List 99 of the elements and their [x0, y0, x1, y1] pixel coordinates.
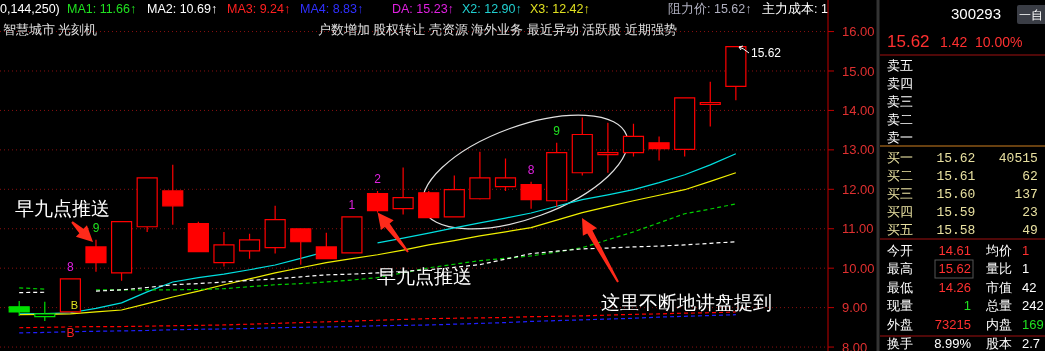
candlestick	[418, 190, 440, 219]
candlestick	[8, 300, 30, 317]
text: 169	[1022, 317, 1044, 332]
text: 现量	[887, 298, 913, 313]
text: 8.99%	[934, 336, 972, 351]
text: 1	[1022, 243, 1030, 258]
text: 买三 15.60 137	[887, 187, 1038, 202]
text: 300293	[951, 5, 1002, 22]
text: 73215	[934, 317, 971, 332]
annotation: X2: 12.90↑	[462, 2, 522, 16]
text: 内盘	[986, 317, 1012, 332]
candlestick	[110, 221, 133, 282]
text: 买一 15.62 40515	[887, 151, 1038, 166]
text: 卖四	[887, 76, 913, 91]
annotation: 这里不断地讲盘提到	[600, 292, 772, 313]
y-tick-label: 12.00	[842, 181, 875, 197]
candlestick	[622, 123, 645, 158]
annotation: 9	[553, 123, 561, 138]
annotation: 1	[348, 197, 356, 212]
text: 14.26	[938, 280, 971, 295]
candlestick	[546, 142, 568, 208]
candlestick	[443, 174, 465, 218]
candlestick	[213, 231, 235, 268]
candlestick	[264, 205, 286, 255]
text: 买四 15.59 23	[887, 205, 1038, 220]
candlestick	[494, 157, 517, 192]
text: 卖五	[887, 58, 913, 73]
annotation: MA4: 8.83↑	[300, 2, 364, 16]
annotation: 早九点推送	[14, 198, 110, 219]
candlestick	[85, 239, 107, 273]
text: 242	[1022, 298, 1044, 313]
candlestick	[187, 221, 209, 253]
candlestick	[674, 97, 696, 158]
y-tick-label: 16.00	[842, 24, 875, 40]
annotation: 早九点推送	[376, 266, 472, 287]
annotation: 户数增加 股权转让 壳资源 海外业务 最近异动 活跃股 近期强势	[318, 23, 677, 37]
text: 1	[963, 298, 971, 313]
y-tick-label: 9.00	[842, 300, 868, 316]
text: 1.42	[940, 34, 968, 50]
text: 买五 15.58 49	[887, 223, 1038, 238]
annotation: 0,144,250)	[0, 2, 60, 16]
candlestick	[59, 278, 81, 313]
text: 10.00%	[975, 34, 1023, 50]
text: 最低	[887, 280, 913, 295]
annotation: X3: 12.42↑	[530, 2, 590, 16]
y-tick-label: 8.00	[842, 339, 868, 351]
text: 15.62	[751, 46, 782, 60]
annotation: 8	[527, 162, 535, 177]
text: 换手	[887, 336, 913, 351]
annotation: MA1: 11.66↑	[67, 2, 137, 16]
text: 卖一	[887, 130, 913, 145]
annotation: 阻力价: 15.62↑	[668, 2, 752, 16]
candlestick	[341, 216, 363, 254]
text: 总量	[985, 298, 1012, 313]
annotation: B	[66, 326, 75, 341]
y-tick-label: 14.00	[842, 102, 875, 118]
candlestick	[136, 177, 158, 233]
text: 1	[1022, 261, 1030, 276]
y-tick-label: 15.00	[842, 63, 875, 79]
text: 最高	[887, 261, 913, 276]
candlestick	[392, 167, 414, 216]
y-tick-label: 13.00	[842, 142, 875, 158]
y-tick-label: 11.00	[842, 221, 874, 237]
y-tick-label: 10.00	[842, 260, 875, 276]
annotation: B	[70, 298, 79, 311]
annotation: 9	[92, 220, 100, 235]
text: 市值	[986, 280, 1012, 295]
text: 今开	[887, 243, 913, 258]
candlestick	[520, 181, 542, 210]
text: 2.7	[1022, 336, 1041, 351]
candlestick	[315, 232, 337, 260]
candlestick	[469, 151, 491, 201]
line-series	[18, 311, 737, 329]
candlestick	[597, 122, 619, 174]
text: 股本	[986, 336, 1012, 351]
text: 量比	[986, 261, 1012, 276]
text: 卖三	[887, 94, 913, 109]
text: 外盘	[887, 317, 913, 332]
annotation: MA3: 9.24↑	[227, 2, 291, 16]
annotation: 8	[67, 259, 75, 274]
candlestick	[162, 164, 184, 226]
candlestick	[34, 301, 56, 322]
text: 卖二	[887, 112, 913, 127]
candlestick	[648, 135, 670, 162]
annotation: 智慧城市 光刻机	[3, 23, 98, 37]
candlestick	[238, 233, 261, 260]
text: 15.62	[887, 32, 930, 51]
text: 14.61	[938, 243, 971, 258]
text: 买二 15.61 62	[887, 169, 1038, 184]
candlestick	[571, 116, 593, 177]
text: 42	[1022, 280, 1037, 295]
candlestick	[290, 228, 312, 266]
text: 均价	[985, 243, 1012, 258]
text: 主力成本: 1	[762, 1, 828, 16]
annotation: DA: 15.23↑	[392, 2, 454, 16]
candlestick	[366, 190, 389, 214]
candlestick	[699, 81, 721, 128]
annotation: MA2: 10.69↑	[147, 2, 218, 16]
annotation: 2	[374, 171, 382, 186]
